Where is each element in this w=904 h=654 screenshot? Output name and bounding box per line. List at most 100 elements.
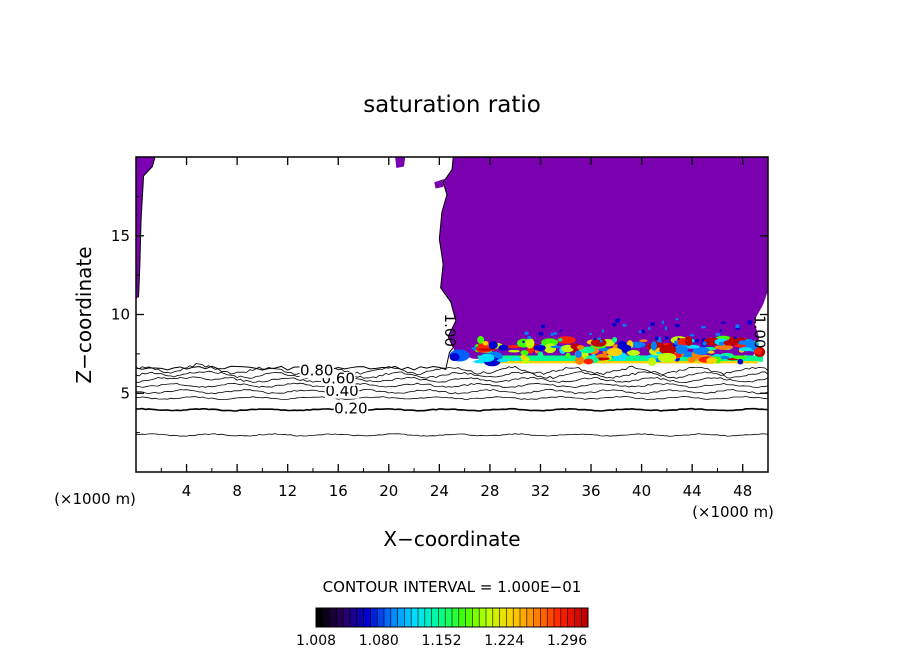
band-cell (723, 340, 734, 346)
saturated-blob-small (434, 179, 445, 189)
colorbar-cell (329, 608, 337, 627)
band-cell (449, 353, 460, 362)
high-saturation-band (449, 318, 766, 367)
band-cell (576, 345, 585, 350)
band-speck (719, 341, 724, 346)
band-cell (754, 347, 763, 355)
band-speck (601, 329, 604, 333)
band-speck (675, 324, 680, 328)
colorbar-cell (343, 608, 351, 627)
colorbar-cell (513, 608, 521, 627)
band-cell (520, 350, 529, 356)
band-speck (677, 337, 680, 340)
band-speck (524, 331, 529, 335)
band-cell (550, 345, 562, 349)
band-speck (650, 322, 655, 326)
band-cell (482, 341, 489, 346)
colorbar-cell (472, 608, 480, 627)
band-speck (733, 336, 738, 339)
band-cell (659, 344, 677, 355)
colorbar-cell (540, 608, 548, 627)
x-tick-label: 44 (683, 482, 702, 500)
x-tick-label: 24 (430, 482, 449, 500)
contour-line (135, 433, 769, 437)
band-speck (615, 318, 620, 323)
colorbar-cell (438, 608, 446, 627)
band-cell (583, 358, 594, 365)
band-speck (559, 329, 563, 332)
colorbar-cell (506, 608, 514, 627)
colorbar-tick-label: 1.296 (547, 633, 587, 649)
band-cell (687, 356, 696, 363)
colorbar-cell (316, 608, 324, 627)
band-cell (674, 344, 688, 355)
contour-label: 1.00 (441, 314, 459, 347)
band-cell (713, 353, 722, 358)
contour-label: 0.20 (334, 400, 367, 418)
band-cell (525, 338, 535, 349)
band-cell (707, 350, 715, 354)
colorbar-cell (411, 608, 419, 627)
band-cell (556, 336, 576, 344)
band-cell (590, 338, 607, 347)
band-cell (650, 341, 658, 351)
x-axis-label: X−coordinate (383, 527, 520, 551)
colorbar-cell (533, 608, 541, 627)
contour-interval-note: CONTOUR INTERVAL = 1.000E−01 (323, 578, 582, 596)
colorbar-cell (547, 608, 555, 627)
y-axis: 5 10 15 (111, 195, 768, 434)
band-speck (541, 324, 546, 328)
colorbar-cell (404, 608, 412, 627)
band-cell (706, 357, 717, 365)
contour-label-bg (324, 384, 360, 399)
x-unit-right: (×1000 m) (692, 503, 774, 521)
colorbar-cell (384, 608, 392, 627)
band-speck (600, 339, 603, 343)
band-speck (527, 336, 532, 340)
colorbar-cell (479, 608, 487, 627)
colorbar-cell (431, 608, 439, 627)
band-cell (575, 350, 582, 358)
contour-line (135, 395, 769, 401)
y-tick-label: 5 (120, 384, 130, 402)
band-cell (612, 336, 618, 343)
contour-label-bg (333, 402, 369, 416)
contour-lines (135, 156, 769, 437)
band-cell (543, 343, 557, 354)
contour-line (135, 370, 769, 380)
band-speck (641, 329, 646, 334)
band-cell (702, 341, 707, 346)
saturated-blob (395, 157, 406, 169)
band-speck (674, 340, 678, 345)
y-tick-label: 10 (111, 306, 130, 324)
contour-line-1-left (138, 156, 156, 298)
band-speck (648, 327, 651, 330)
band-speck (689, 334, 695, 337)
colorbar-cell (499, 608, 507, 627)
band-cell (477, 348, 496, 351)
colorbar-cell (492, 608, 501, 627)
band-speck (719, 329, 722, 332)
saturated-region-left (136, 157, 155, 299)
x-tick-label: 48 (733, 482, 752, 500)
contour-line (135, 388, 769, 395)
x-tick-label: 12 (278, 482, 297, 500)
chart-title: saturation ratio (363, 92, 541, 118)
saturated-region-right (439, 157, 768, 361)
plot-area: 0.200.400.600.801.00 1.00 (135, 156, 769, 437)
band-cell (533, 344, 546, 351)
x-tick-label: 4 (182, 482, 192, 500)
band-speck (612, 322, 617, 327)
colorbar-cell (554, 608, 562, 627)
colorbar-cell (567, 608, 575, 627)
colorbar (315, 607, 589, 628)
contour-label: 0.40 (325, 382, 358, 400)
contour-line (135, 382, 769, 388)
band-speck (721, 321, 726, 324)
colorbar-cell (350, 608, 358, 627)
band-cell (541, 338, 559, 347)
colorbar-cell (322, 608, 331, 627)
colorbar-tick-label: 1.008 (296, 633, 336, 649)
colorbar-ticks: 1.008 1.080 1.152 1.224 1.296 (296, 633, 587, 649)
